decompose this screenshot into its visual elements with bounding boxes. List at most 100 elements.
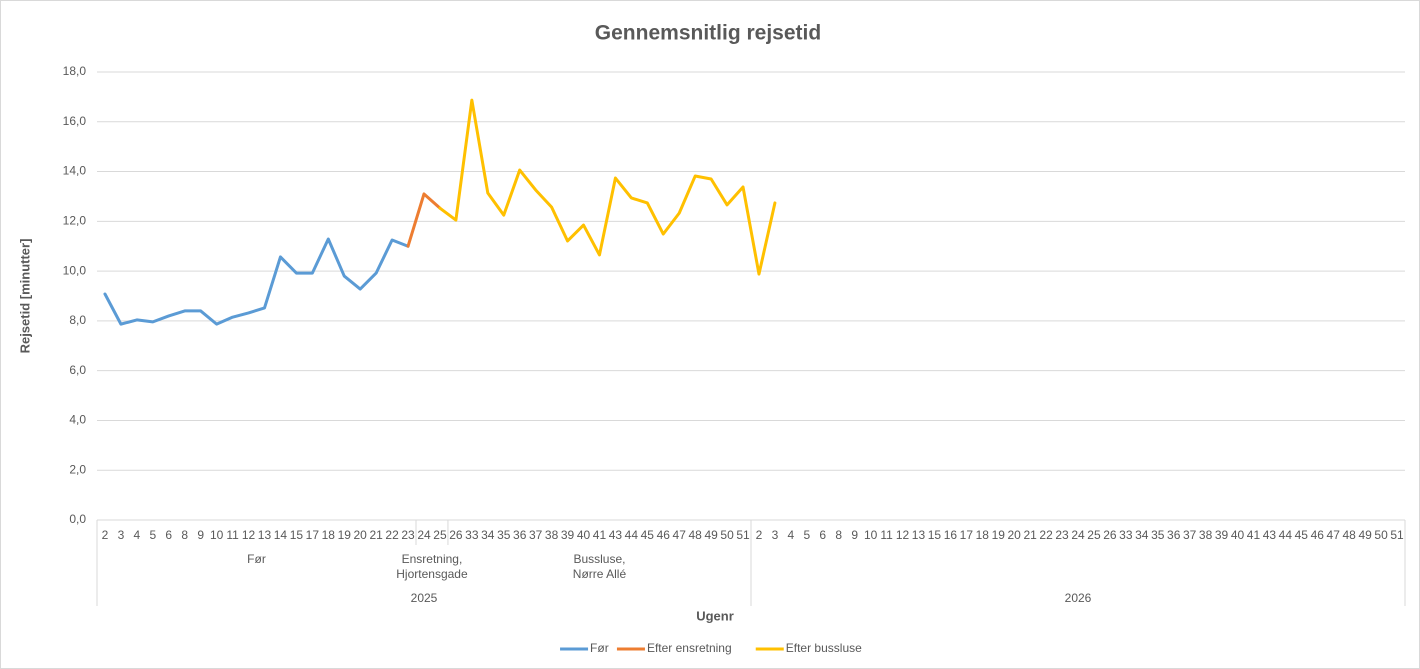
x-tick-label: 15 [290, 528, 304, 542]
x-tick-label: 23 [401, 528, 415, 542]
legend-label: Efter bussluse [786, 641, 862, 655]
x-tick-label: 40 [577, 528, 591, 542]
x-tick-label: 48 [1342, 528, 1356, 542]
x-tick-label: 35 [497, 528, 511, 542]
series-line [406, 192, 442, 248]
group-label: Ensretning, Hjortensgade [396, 552, 468, 581]
x-tick-label: 8 [181, 528, 188, 542]
x-tick-label: 2 [102, 528, 109, 542]
series-line [438, 98, 777, 276]
group-label: Før [247, 552, 266, 566]
y-tick-label: 16,0 [63, 114, 87, 128]
x-tick-label: 4 [134, 528, 141, 542]
x-tick-label: 51 [1390, 528, 1404, 542]
x-tick-label: 24 [417, 528, 431, 542]
x-tick-label: 10 [864, 528, 878, 542]
x-tick-label: 46 [657, 528, 671, 542]
y-tick-label: 14,0 [63, 164, 87, 178]
x-tick-label: 13 [258, 528, 272, 542]
chart-title: Gennemsnitlig rejsetid [595, 22, 821, 45]
x-tick-label: 20 [1008, 528, 1022, 542]
x-tick-label: 11 [226, 528, 239, 542]
group-label: Bussluse, Nørre Allé [573, 552, 627, 581]
x-tick-label: 22 [1039, 528, 1053, 542]
year-label: 2026 [1065, 591, 1092, 605]
x-tick-label: 2 [756, 528, 763, 542]
x-tick-label: 6 [819, 528, 826, 542]
x-axis-title: Ugenr [696, 608, 734, 623]
x-tick-label: 47 [673, 528, 687, 542]
x-tick-label: 17 [960, 528, 974, 542]
x-tick-label: 10 [210, 528, 224, 542]
x-tick-label: 11 [880, 528, 893, 542]
x-tick-label: 13 [912, 528, 926, 542]
y-tick-label: 18,0 [63, 64, 87, 78]
x-tick-label: 24 [1071, 528, 1085, 542]
x-tick-label: 22 [385, 528, 399, 542]
x-tick-label: 41 [593, 528, 607, 542]
x-tick-label: 15 [928, 528, 942, 542]
x-tick-label: 12 [896, 528, 910, 542]
x-tick-label: 51 [736, 528, 750, 542]
year-label: 2025 [411, 591, 438, 605]
x-tick-label: 9 [197, 528, 204, 542]
legend-label: Efter ensretning [647, 641, 732, 655]
x-tick-label: 49 [704, 528, 718, 542]
x-tick-label: 6 [165, 528, 172, 542]
x-tick-label: 18 [976, 528, 990, 542]
x-tick-label: 37 [1183, 528, 1197, 542]
x-tick-label: 25 [433, 528, 447, 542]
x-tick-label: 21 [369, 528, 383, 542]
x-tick-label: 14 [274, 528, 288, 542]
y-tick-label: 6,0 [69, 363, 86, 377]
x-tick-label: 3 [118, 528, 125, 542]
y-tick-label: 4,0 [69, 413, 86, 427]
y-axis-title: Rejsetid [minutter] [17, 239, 32, 354]
x-tick-label: 19 [992, 528, 1006, 542]
y-tick-label: 8,0 [69, 313, 86, 327]
x-tick-label: 44 [1279, 528, 1293, 542]
x-tick-label: 8 [835, 528, 842, 542]
x-tick-label: 33 [465, 528, 479, 542]
y-tick-label: 10,0 [63, 263, 87, 277]
x-tick-label: 47 [1327, 528, 1341, 542]
x-tick-label: 21 [1023, 528, 1037, 542]
x-tick-label: 20 [354, 528, 368, 542]
x-tick-label: 45 [641, 528, 655, 542]
y-tick-label: 0,0 [69, 512, 86, 526]
x-tick-label: 43 [609, 528, 623, 542]
x-tick-label: 50 [1374, 528, 1388, 542]
x-tick-label: 37 [529, 528, 543, 542]
x-tick-label: 38 [545, 528, 559, 542]
x-tick-label: 26 [449, 528, 463, 542]
x-tick-label: 50 [720, 528, 734, 542]
x-tick-label: 33 [1119, 528, 1133, 542]
x-tick-label: 17 [306, 528, 320, 542]
x-tick-label: 41 [1247, 528, 1261, 542]
x-tick-label: 34 [481, 528, 495, 542]
x-tick-label: 34 [1135, 528, 1149, 542]
y-tick-label: 12,0 [63, 214, 87, 228]
x-tick-label: 39 [561, 528, 575, 542]
legend-label: Før [590, 641, 609, 655]
x-tick-label: 18 [322, 528, 336, 542]
x-tick-label: 26 [1103, 528, 1117, 542]
x-tick-label: 36 [513, 528, 527, 542]
x-tick-label: 40 [1231, 528, 1245, 542]
x-tick-label: 48 [688, 528, 702, 542]
y-tick-label: 2,0 [69, 462, 86, 476]
x-tick-label: 44 [625, 528, 639, 542]
x-tick-label: 4 [788, 528, 795, 542]
x-tick-label: 12 [242, 528, 256, 542]
x-tick-label: 49 [1358, 528, 1372, 542]
x-tick-label: 16 [944, 528, 958, 542]
x-tick-label: 5 [149, 528, 156, 542]
x-tick-label: 3 [772, 528, 779, 542]
series-line [103, 237, 410, 326]
x-tick-label: 45 [1295, 528, 1309, 542]
x-tick-label: 23 [1055, 528, 1069, 542]
x-tick-label: 43 [1263, 528, 1277, 542]
x-tick-label: 46 [1311, 528, 1325, 542]
x-tick-label: 9 [851, 528, 858, 542]
x-tick-label: 38 [1199, 528, 1213, 542]
